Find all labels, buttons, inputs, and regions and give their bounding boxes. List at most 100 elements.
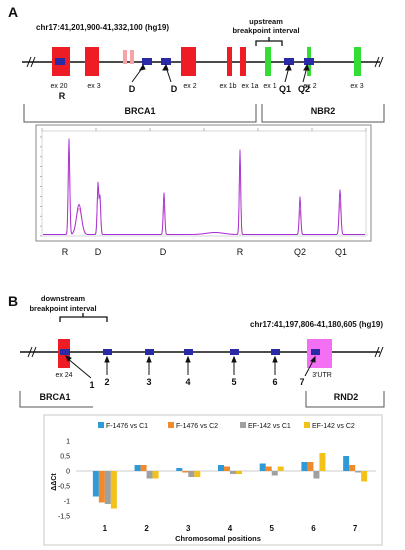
arrow-q2-head: [303, 63, 310, 71]
exon-2-brca1: [181, 47, 196, 76]
probe-d1: [142, 58, 152, 65]
bar-3-pos-1: [104, 471, 111, 504]
x-tick-label: 6: [311, 524, 316, 533]
x-tick-label: 7: [353, 524, 358, 533]
upstream-label-line1: upstream: [249, 17, 283, 26]
arrow-pos-3-head: [146, 355, 152, 363]
gene-label-rnd2: RND2: [334, 392, 359, 402]
bar-2-pos-1: [98, 471, 105, 503]
x-tick-label: 1: [103, 524, 108, 533]
probe-pos-2: [103, 349, 112, 355]
bar-2-pos-7: [349, 465, 356, 471]
bar-1-pos-7: [343, 456, 350, 471]
arrow-pos-2-head: [104, 355, 110, 363]
panel-b-label: B: [8, 293, 18, 309]
probe-pos-6: [271, 349, 280, 355]
panel-b-coordinates: chr17:41,197,806-41,180,605 (hg19): [250, 320, 383, 329]
exon-label-ex2: ex 2: [183, 83, 196, 90]
peak-label-d1: D: [95, 247, 102, 257]
exon-label-nbr2-ex2: ex 2: [303, 83, 316, 90]
peak-label-q2: Q2: [294, 247, 306, 257]
gene-bracket-brca1-a: [23, 104, 257, 123]
downstream-interval-bracket: [59, 313, 108, 322]
y-tick-label: 0,5: [60, 454, 70, 461]
probe-pos-7: [311, 349, 320, 355]
x-tick-label: 4: [228, 524, 233, 533]
bar-1-pos-1: [92, 471, 99, 497]
downstream-label-line1: downstream: [41, 294, 86, 303]
arrow-pos-7-head: [310, 355, 316, 363]
bar-4-pos-3: [194, 471, 201, 477]
position-label-4: 4: [185, 377, 190, 387]
legend-swatch: [240, 422, 246, 428]
bar-4-pos-1: [110, 471, 117, 509]
bar-2-pos-6: [307, 462, 314, 471]
bar-3-pos-3: [188, 471, 195, 477]
bar-1-pos-6: [301, 462, 308, 471]
probe-label-q2: Q2: [298, 84, 310, 94]
probe-d2: [161, 58, 171, 65]
ddct-x-axis-label: Chromosomal positions: [175, 534, 261, 543]
exon-label-nbr2-ex1: ex 1: [263, 83, 276, 90]
peak-label-r1: R: [62, 247, 69, 257]
position-label-5: 5: [231, 377, 236, 387]
exon-pseudo-1: [123, 50, 127, 64]
bar-4-pos-5: [277, 466, 284, 471]
bar-1-pos-5: [259, 463, 266, 471]
arrow-pos-1-head: [65, 355, 72, 362]
break-mark-right-a: [374, 56, 384, 68]
x-tick-label: 2: [144, 524, 149, 533]
y-tick-label: -1,5: [58, 514, 70, 521]
probe-label-q1: Q1: [279, 84, 291, 94]
arrow-pos-6-head: [272, 355, 278, 363]
probe-pos-4: [184, 349, 193, 355]
bar-4-pos-4: [236, 471, 242, 474]
bar-1-pos-4: [218, 465, 224, 471]
arrow-pos-5-head: [231, 355, 237, 363]
bar-3-pos-2: [146, 471, 153, 479]
arrow-d1-head: [138, 63, 146, 71]
position-label-2: 2: [104, 377, 109, 387]
arrow-pos-4-head: [185, 355, 191, 363]
y-tick-label: -0,5: [58, 484, 70, 491]
bar-2-pos-5: [265, 466, 272, 471]
legend-label: F-1476 vs C1: [106, 423, 148, 430]
exon-pseudo-2: [130, 50, 134, 64]
legend-label: F-1476 vs C2: [176, 423, 218, 430]
panel-a-coordinates: chr17:41,201,900-41,332,100 (hg19): [36, 23, 169, 32]
exon-label-ex24: ex 24: [55, 372, 72, 379]
downstream-label-line2: breakpoint interval: [29, 304, 96, 313]
exon-label-ex1b: ex 1b: [219, 83, 236, 90]
gene-bracket-nbr2: [261, 104, 385, 123]
bar-1-pos-2: [134, 465, 141, 471]
exon-3-nbr2: [354, 47, 361, 76]
probe-r: [55, 58, 65, 65]
position-label-1: 1: [89, 380, 94, 390]
peak-label-q1: Q1: [335, 247, 347, 257]
legend-label: EF-142 vs C2: [312, 423, 355, 430]
exon-1a-brca1: [240, 47, 246, 76]
bar-2-pos-3: [182, 471, 189, 473]
bar-3-pos-5: [271, 471, 278, 476]
bar-2-pos-2: [140, 465, 147, 471]
bar-4-pos-7: [361, 471, 368, 482]
y-tick-label: -1: [64, 499, 70, 506]
probe-pos-3: [145, 349, 154, 355]
exon-3-brca1: [85, 47, 99, 76]
break-mark-left-b: [27, 346, 37, 358]
arrow-pos-1: [66, 357, 92, 379]
arrow-q1-head: [285, 63, 292, 71]
ddct-y-axis-label: ΔΔCt: [51, 473, 58, 491]
bar-3-pos-4: [230, 471, 236, 474]
legend-swatch: [168, 422, 174, 428]
gene-label-brca1-a: BRCA1: [124, 106, 155, 116]
exon-label-ex20: ex 20: [50, 83, 67, 90]
position-label-7: 7: [299, 377, 304, 387]
bar-4-pos-6: [319, 453, 326, 471]
probe-label-d2: D: [171, 84, 178, 94]
x-tick-label: 3: [186, 524, 191, 533]
trace-tick-group: [40, 128, 367, 237]
probe-pos-5: [230, 349, 239, 355]
exon-label-ex3: ex 3: [87, 83, 100, 90]
gene-label-brca1-b: BRCA1: [39, 392, 70, 402]
